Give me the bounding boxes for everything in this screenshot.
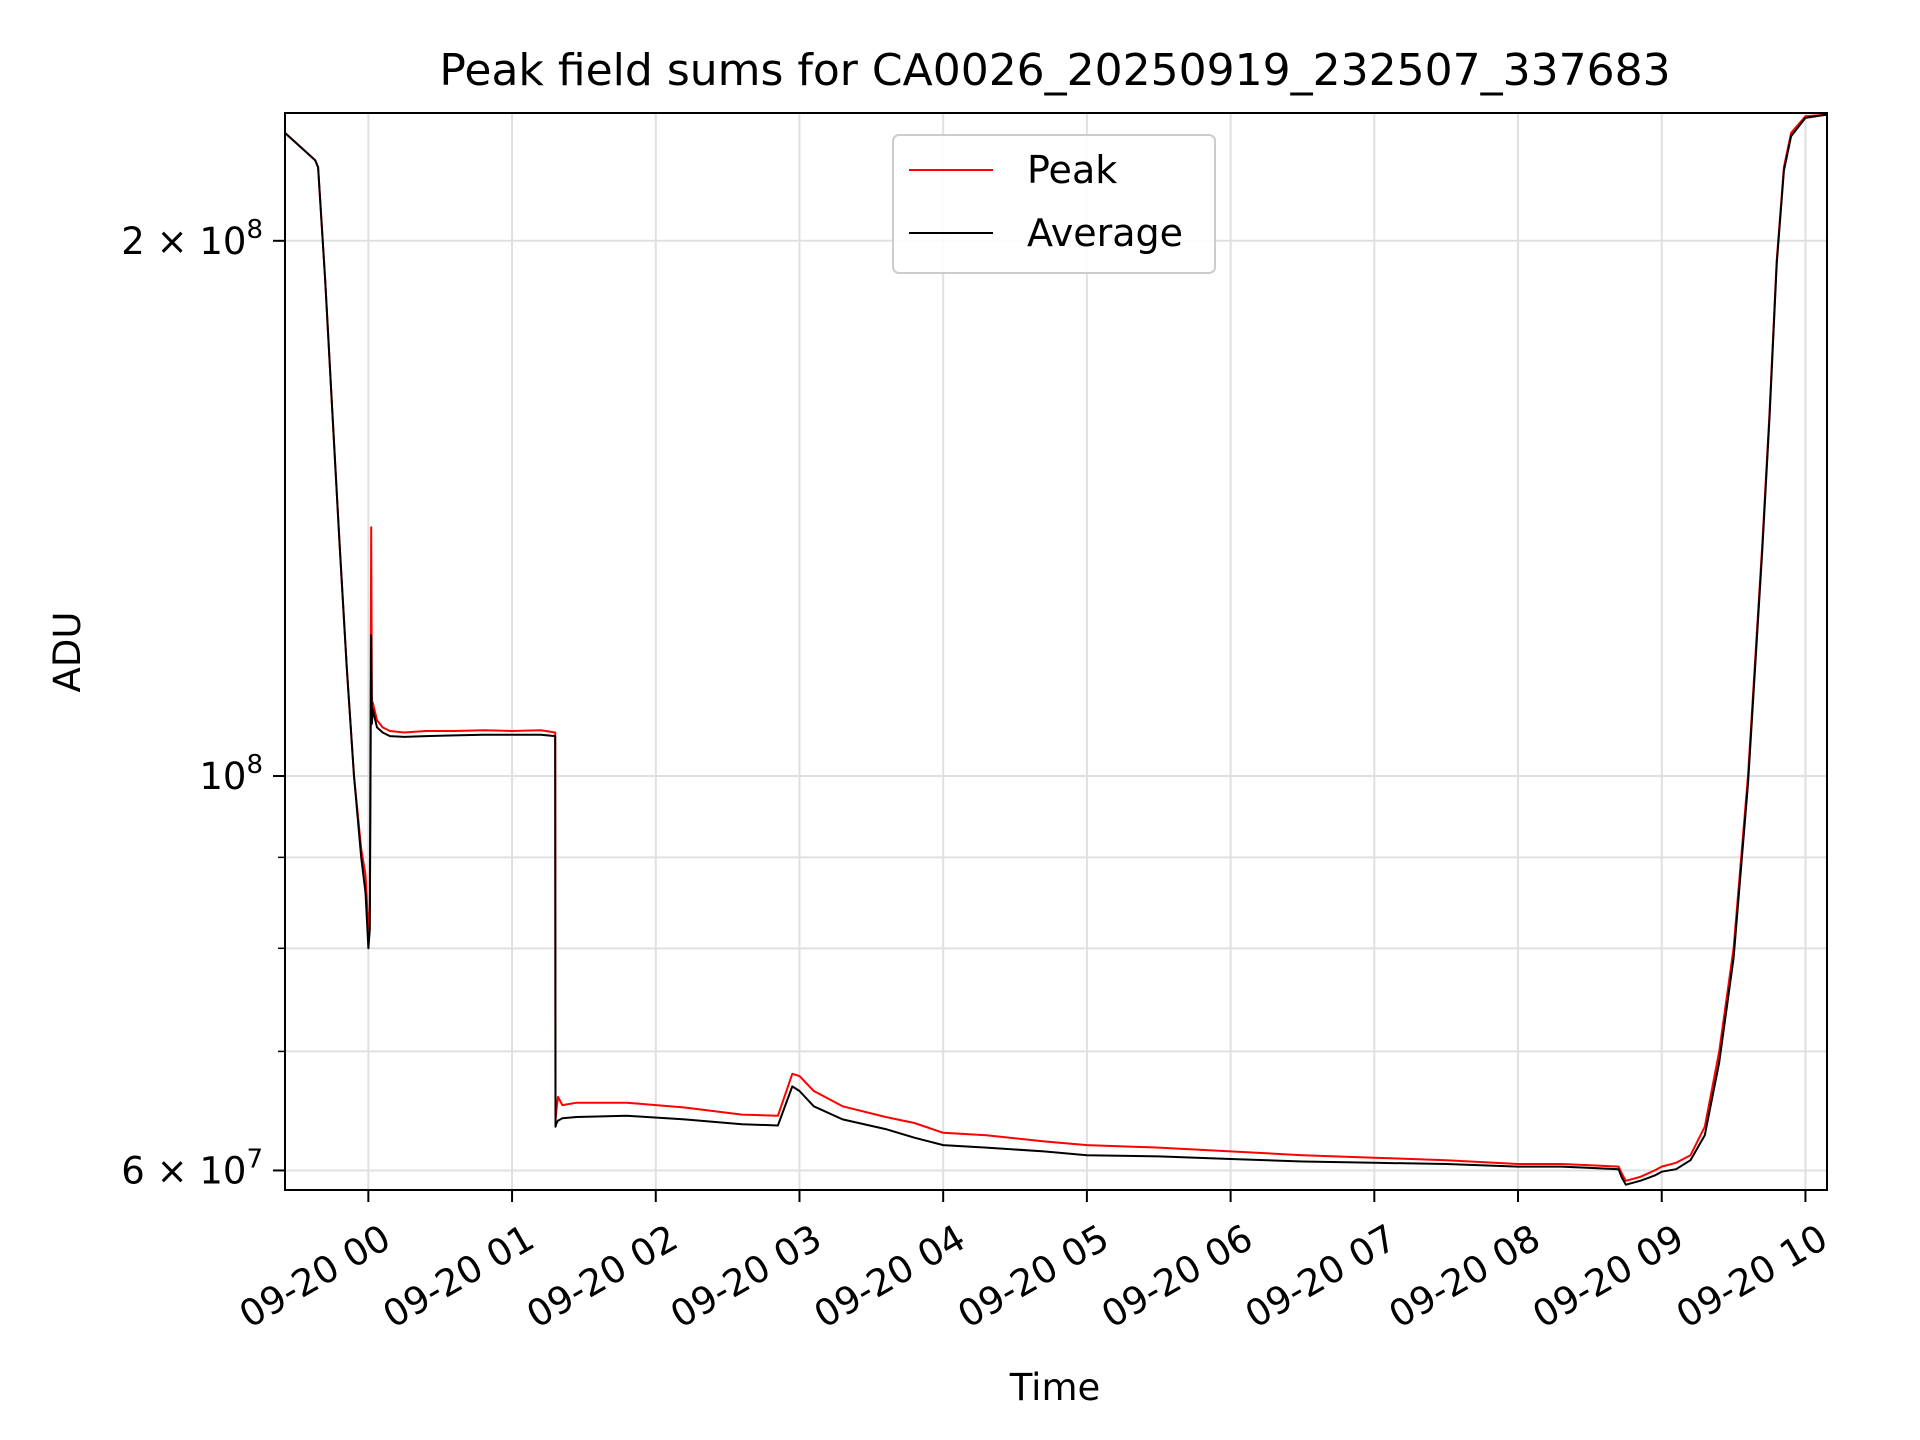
- legend-label-peak: Peak: [1027, 148, 1117, 192]
- y-tick-label: 108: [199, 750, 263, 798]
- y-tick-label: 6 × 107: [121, 1144, 263, 1192]
- chart-title: Peak field sums for CA0026_20250919_2325…: [439, 45, 1670, 96]
- y-tick-label: 2 × 108: [121, 215, 263, 263]
- y-tick-mantissa: 2 ×: [121, 220, 199, 263]
- plot-frame: [284, 112, 1828, 1191]
- y-tick-mantissa: 6 ×: [121, 1149, 199, 1192]
- grid-lines: [285, 113, 1827, 1190]
- x-axis-label: Time: [1009, 1366, 1101, 1409]
- y-tick-exponent: 7: [246, 1144, 263, 1174]
- y-tick-base: 10: [199, 220, 246, 263]
- legend: Peak Average: [892, 134, 1216, 274]
- series-layer: [285, 113, 1827, 1186]
- y-axis-label: ADU: [46, 612, 89, 693]
- y-tick-exponent: 8: [246, 750, 263, 780]
- series-line-average: [285, 113, 1827, 1186]
- y-tick-base: 10: [199, 1149, 246, 1192]
- y-tick-exponent: 8: [246, 215, 263, 245]
- y-tick-base: 10: [199, 755, 246, 798]
- legend-label-average: Average: [1027, 211, 1183, 255]
